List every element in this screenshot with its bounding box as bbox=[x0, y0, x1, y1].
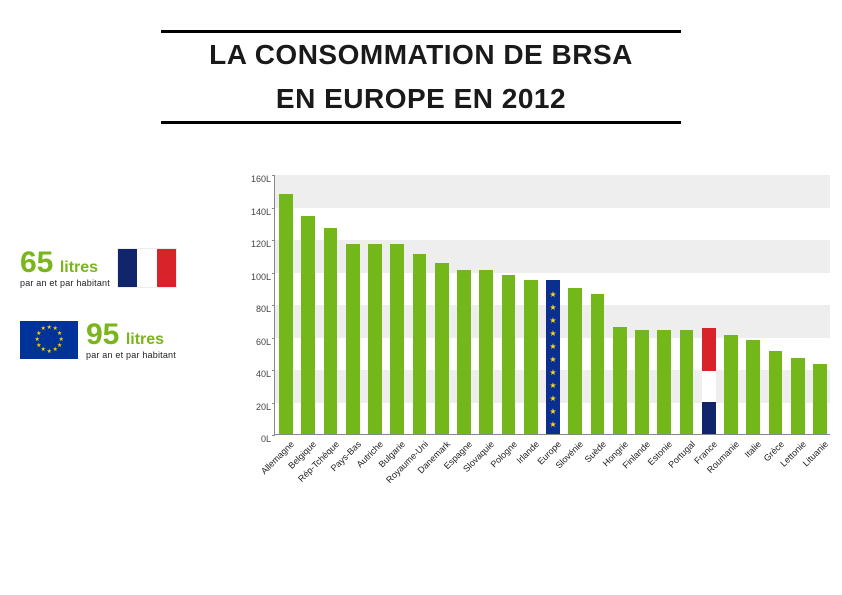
eu-bar-star-icon: ★ bbox=[549, 367, 556, 378]
eu-bar-star-icon: ★ bbox=[549, 289, 556, 300]
y-tick-mark bbox=[272, 175, 275, 176]
chart-bar bbox=[346, 244, 360, 434]
chart-bar bbox=[813, 364, 827, 434]
stat-sub-france: par an et par habitant bbox=[20, 278, 110, 288]
chart-bar bbox=[702, 328, 716, 434]
x-axis-label: Italie bbox=[743, 439, 764, 460]
brsa-bar-chart: 0L20L40L60L80L100L120L140L160L★★★★★★★★★★… bbox=[240, 175, 830, 475]
chart-bar bbox=[613, 327, 627, 434]
eu-flag-star-icon: ★ bbox=[47, 326, 52, 331]
eu-bar-star-icon: ★ bbox=[549, 406, 556, 417]
y-tick-label: 0L bbox=[245, 434, 271, 444]
y-tick-label: 20L bbox=[245, 402, 271, 412]
eu-bar-star-icon: ★ bbox=[549, 302, 556, 313]
chart-bar bbox=[680, 330, 694, 434]
eu-bar-star-icon: ★ bbox=[549, 341, 556, 352]
stat-unit-eu: litres bbox=[126, 331, 164, 348]
stat-value-eu: 95 bbox=[86, 318, 119, 351]
y-tick-mark bbox=[272, 208, 275, 209]
chart-bar bbox=[301, 216, 315, 434]
stat-unit-france: litres bbox=[60, 259, 98, 276]
eu-flag-star-icon: ★ bbox=[41, 348, 46, 353]
eu-bar-star-icon: ★ bbox=[549, 419, 556, 430]
france-bar-segment bbox=[702, 402, 716, 435]
eu-flag-star-icon: ★ bbox=[47, 350, 52, 355]
title-rule-bottom bbox=[161, 121, 681, 124]
title-line-2: EN EUROPE EN 2012 bbox=[161, 77, 681, 121]
stat-card-eu: ★★★★★★★★★★★★ 95 litres par an et par hab… bbox=[20, 320, 176, 360]
y-tick-mark bbox=[272, 240, 275, 241]
eu-flag-star-icon: ★ bbox=[41, 327, 46, 332]
y-tick-mark bbox=[272, 338, 275, 339]
eu-flag-star-icon: ★ bbox=[53, 348, 58, 353]
chart-bar bbox=[791, 358, 805, 434]
chart-bar bbox=[457, 270, 471, 434]
chart-bar bbox=[635, 330, 649, 434]
chart-bar bbox=[324, 228, 338, 434]
eu-bar-star-icon: ★ bbox=[549, 315, 556, 326]
eu-bar-star-icon: ★ bbox=[549, 393, 556, 404]
title-line-1: LA CONSOMMATION DE BRSA bbox=[161, 33, 681, 77]
stat-card-france: 65 litres par an et par habitant bbox=[20, 248, 176, 288]
chart-bar bbox=[413, 254, 427, 434]
stat-text-eu: 95 litres par an et par habitant bbox=[86, 320, 176, 360]
eu-flag-star-icon: ★ bbox=[35, 338, 40, 343]
stat-text-france: 65 litres par an et par habitant bbox=[20, 248, 110, 288]
france-flag-icon bbox=[118, 249, 176, 287]
stat-value-france: 65 bbox=[20, 246, 53, 279]
y-tick-mark bbox=[272, 435, 275, 436]
eu-flag-star-icon: ★ bbox=[57, 332, 62, 337]
france-bar-segment bbox=[702, 371, 716, 402]
y-tick-mark bbox=[272, 305, 275, 306]
y-tick-label: 40L bbox=[245, 369, 271, 379]
eu-bar-star-icon: ★ bbox=[549, 328, 556, 339]
chart-bar bbox=[524, 280, 538, 434]
y-tick-label: 80L bbox=[245, 304, 271, 314]
chart-bar bbox=[390, 244, 404, 434]
eu-bar-star-icon: ★ bbox=[549, 354, 556, 365]
eu-flag-star-icon: ★ bbox=[36, 344, 41, 349]
chart-bar bbox=[502, 275, 516, 434]
chart-bar: ★ ★ ★ ★ ★ ★ ★ ★ ★ ★ ★ bbox=[546, 280, 560, 434]
y-tick-mark bbox=[272, 273, 275, 274]
eu-bar-star-icon: ★ bbox=[549, 380, 556, 391]
y-tick-label: 160L bbox=[245, 174, 271, 184]
chart-bar bbox=[568, 288, 582, 434]
chart-bar bbox=[368, 244, 382, 434]
chart-bar bbox=[657, 330, 671, 434]
eu-flag-star-icon: ★ bbox=[36, 332, 41, 337]
y-tick-mark bbox=[272, 370, 275, 371]
chart-bar bbox=[769, 351, 783, 434]
chart-bar bbox=[724, 335, 738, 434]
chart-grid-band bbox=[275, 175, 830, 208]
y-tick-mark bbox=[272, 403, 275, 404]
eu-flag-icon: ★★★★★★★★★★★★ bbox=[20, 321, 78, 359]
y-tick-label: 140L bbox=[245, 207, 271, 217]
chart-bar bbox=[435, 263, 449, 434]
y-tick-label: 100L bbox=[245, 272, 271, 282]
chart-bar bbox=[746, 340, 760, 434]
france-bar-segment bbox=[702, 328, 716, 370]
chart-bar bbox=[479, 270, 493, 434]
chart-plot-area: 0L20L40L60L80L100L120L140L160L★★★★★★★★★★… bbox=[274, 175, 830, 435]
y-tick-label: 60L bbox=[245, 337, 271, 347]
chart-bar bbox=[591, 294, 605, 434]
y-tick-label: 120L bbox=[245, 239, 271, 249]
chart-bar bbox=[279, 194, 293, 435]
eu-flag-star-icon: ★ bbox=[59, 338, 64, 343]
page-title-block: LA CONSOMMATION DE BRSA EN EUROPE EN 201… bbox=[161, 30, 681, 124]
stat-sub-eu: par an et par habitant bbox=[86, 350, 176, 360]
